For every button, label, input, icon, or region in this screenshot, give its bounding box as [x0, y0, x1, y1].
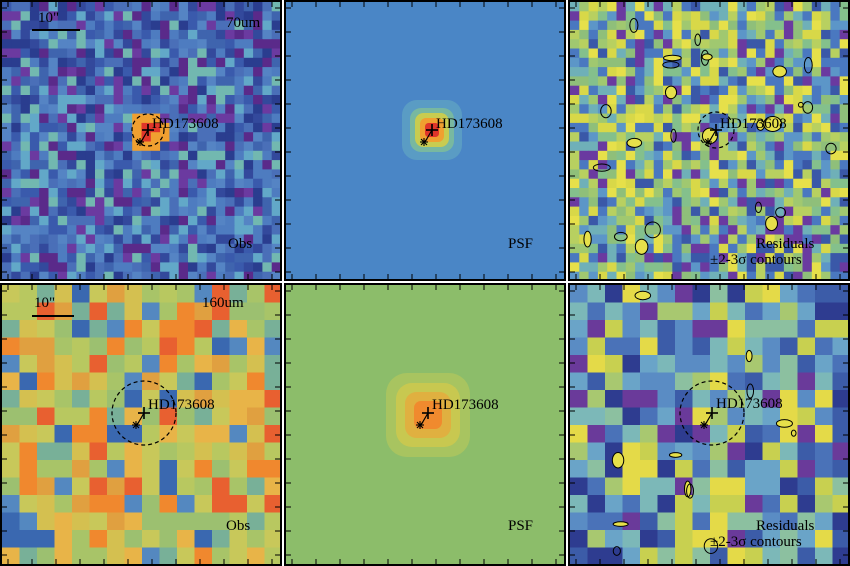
panel-160um-obs: 10" 160um HD173608 Obs: [0, 283, 282, 566]
aperture-circle: [111, 380, 177, 446]
aperture-circle: [697, 111, 735, 149]
object-label: HD173608: [152, 116, 219, 132]
residual-contours: [611, 290, 797, 556]
panel-label: Residuals: [756, 236, 815, 252]
image-map: [2, 2, 280, 279]
band-label: 160um: [202, 295, 244, 311]
object-label: HD173608: [720, 116, 787, 132]
image-map: [570, 285, 848, 564]
aperture-circle: [679, 380, 745, 446]
object-label: HD173608: [436, 116, 503, 132]
object-label: HD173608: [432, 397, 499, 413]
axis-ticks: [286, 285, 564, 564]
source-marker: [131, 113, 165, 147]
aperture-circle: [131, 113, 165, 147]
pixel-grid: [570, 2, 848, 279]
image-map: [570, 2, 848, 279]
source-marker: [679, 380, 745, 446]
axis-ticks: [570, 285, 848, 564]
scale-bar: [32, 29, 80, 31]
axis-ticks: [570, 2, 848, 279]
scale-bar: [32, 315, 74, 317]
band-label: 70um: [226, 15, 261, 31]
pixel-grid: [2, 285, 280, 564]
object-label: HD173608: [148, 397, 215, 413]
axis-ticks: [2, 285, 280, 564]
panel-label: PSF: [508, 236, 534, 252]
image-map: [286, 285, 564, 564]
pixel-grid: [2, 2, 280, 279]
image-map: [286, 2, 564, 279]
pixel-grid: [570, 285, 848, 564]
scale-label: 10": [38, 10, 60, 26]
panel-label: Obs: [228, 236, 253, 252]
panel-70um-psf: HD173608 PSF: [284, 0, 566, 281]
object-label: HD173608: [716, 396, 783, 412]
axis-ticks: [2, 2, 280, 279]
panel-160um-psf: HD173608 PSF: [284, 283, 566, 566]
scale-label: 10": [34, 295, 56, 311]
panel-70um-residuals: HD173608 Residuals ±2-3σ contours: [568, 0, 850, 281]
panel-label: PSF: [508, 518, 534, 534]
residual-contours: [583, 17, 837, 255]
image-map: [2, 285, 280, 564]
axis-ticks: [286, 2, 564, 279]
source-marker: [416, 407, 434, 429]
source-marker: [420, 124, 438, 146]
source-marker: [697, 111, 735, 149]
panel-70um-obs: 10" 70um HD173608 Obs: [0, 0, 282, 281]
panel-160um-residuals: HD173608 Residuals ±2-3σ contours: [568, 283, 850, 566]
source-marker: [111, 380, 177, 446]
panel-sublabel: ±2-3σ contours: [710, 534, 802, 550]
panel-label: Obs: [226, 518, 251, 534]
panel-label: Residuals: [756, 518, 815, 534]
panel-sublabel: ±2-3σ contours: [710, 252, 802, 268]
